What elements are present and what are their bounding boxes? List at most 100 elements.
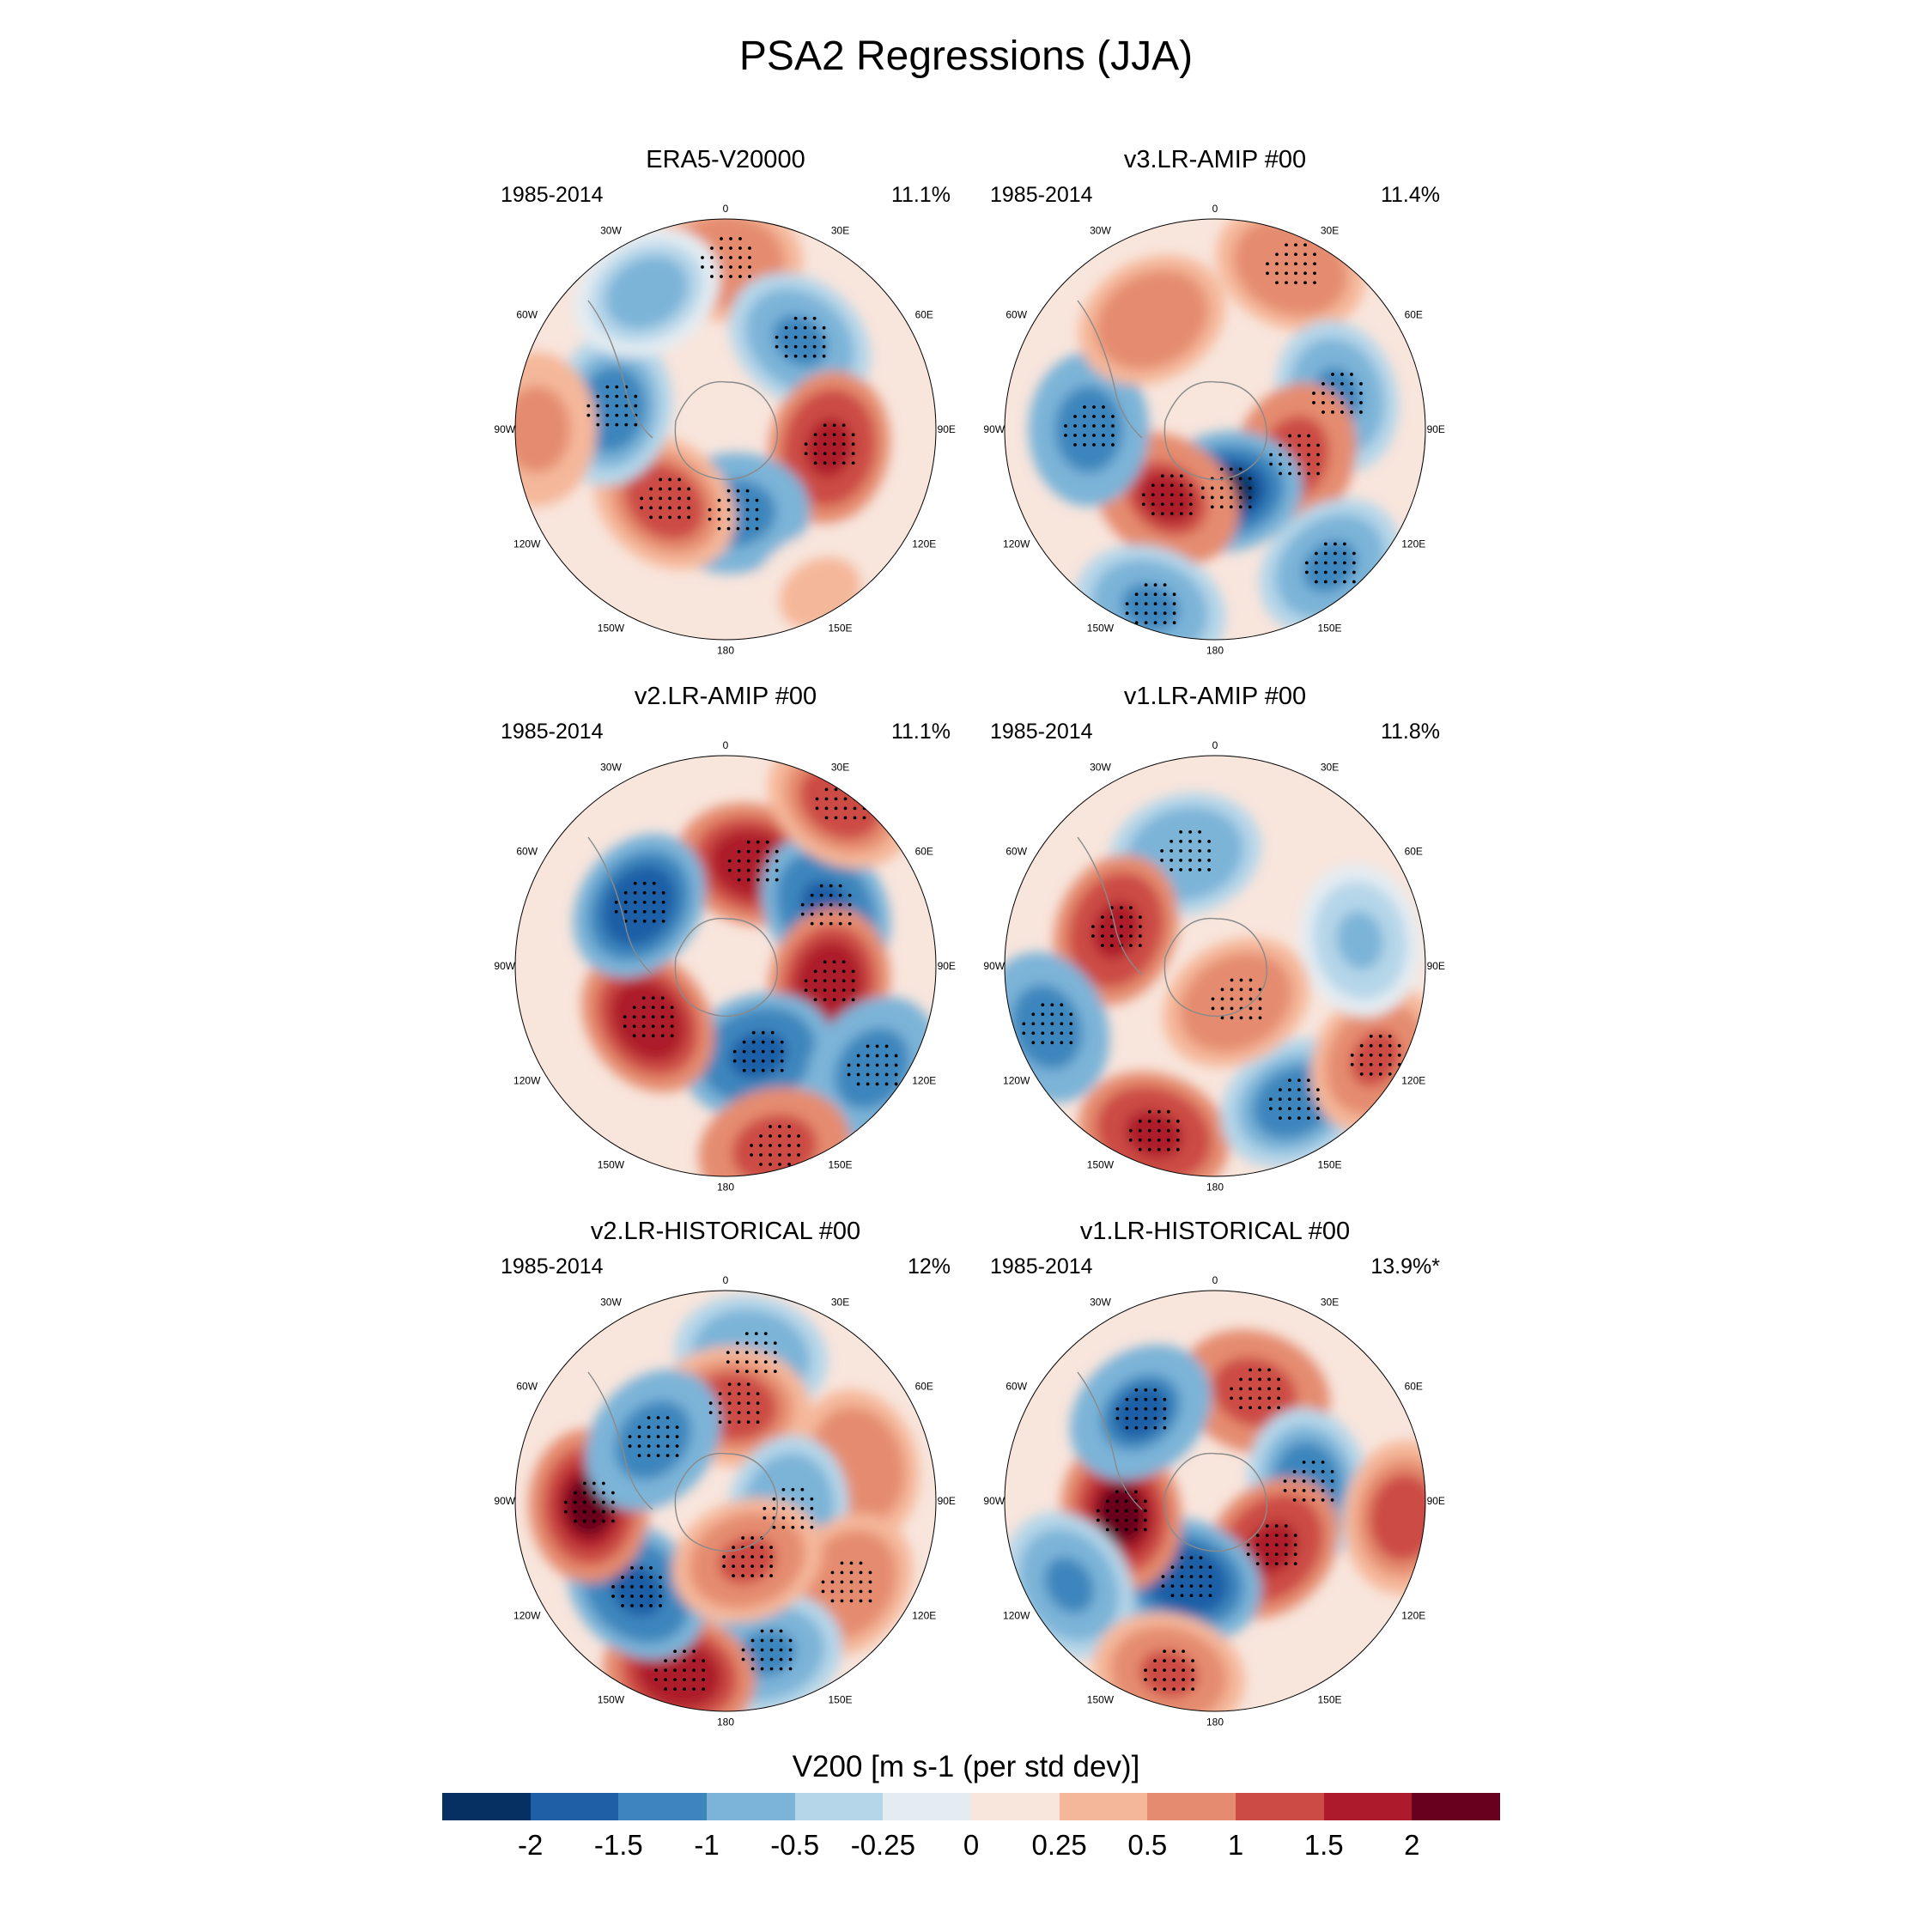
significance-dot [1134, 592, 1139, 597]
significance-dot [821, 1589, 825, 1594]
significance-dot [773, 1360, 777, 1364]
significance-dot [1144, 621, 1148, 625]
significance-dot [573, 1510, 577, 1514]
significance-dot [1144, 1388, 1148, 1392]
longitude-label: 150W [598, 1693, 625, 1705]
significance-dot [1340, 410, 1344, 414]
significance-dot [840, 1599, 844, 1603]
significance-dot [701, 265, 704, 269]
significance-dot [1312, 392, 1315, 395]
significance-dot [1311, 1498, 1315, 1502]
significance-dot [1189, 1575, 1194, 1578]
anomaly-contour [805, 954, 853, 1014]
significance-dot [675, 1425, 679, 1430]
significance-dot [1179, 848, 1183, 853]
significance-dot [812, 325, 817, 330]
significance-dot [675, 1454, 679, 1458]
significance-dot [1321, 1469, 1325, 1473]
significance-dot [738, 246, 742, 250]
significance-dot [778, 1125, 781, 1128]
significance-dot [1125, 1397, 1129, 1401]
significance-dot [702, 1687, 706, 1692]
significance-dot [848, 893, 852, 897]
anomaly-contour [1023, 998, 1072, 1056]
significance-dot [742, 1068, 746, 1072]
significance-dot [843, 816, 848, 820]
significance-dot [838, 921, 842, 926]
significance-dot [1239, 987, 1243, 992]
significance-dot [592, 1491, 596, 1495]
significance-dot [649, 496, 653, 501]
significance-dot [1255, 1534, 1260, 1538]
longitude-label: 60E [915, 1380, 933, 1392]
longitude-label: 60W [516, 1380, 538, 1392]
significance-dot [1100, 944, 1104, 948]
significance-dot [763, 1332, 768, 1336]
significance-dot [813, 461, 817, 465]
significance-dot [563, 1500, 568, 1504]
significance-dot [651, 1015, 655, 1019]
significance-dot [1200, 495, 1205, 500]
significance-dot [1314, 561, 1318, 565]
significance-dot [1294, 281, 1297, 285]
significance-dot [1249, 997, 1253, 1001]
significance-dot [668, 506, 672, 510]
significance-dot [1249, 1016, 1253, 1020]
significance-dot [1170, 867, 1174, 872]
significance-dot [1297, 1107, 1301, 1111]
significance-dot [856, 1082, 860, 1086]
significance-dot [1031, 1012, 1036, 1017]
significance-dot [772, 1497, 776, 1501]
significance-dot [726, 498, 731, 502]
significance-dot [760, 1564, 764, 1568]
significance-dot [1144, 1678, 1148, 1682]
significance-dot [841, 979, 846, 983]
significance-dot [1060, 1003, 1064, 1007]
significance-dot [1083, 405, 1086, 409]
significance-dot [1111, 443, 1115, 447]
significance-dot [710, 275, 714, 278]
significance-dot [1321, 1479, 1325, 1483]
significance-dot [668, 515, 672, 519]
significance-dot [765, 868, 769, 872]
significance-dot [668, 496, 672, 501]
significance-dot [717, 517, 721, 521]
significance-dot [1172, 621, 1176, 625]
significance-dot [1180, 1556, 1184, 1559]
significance-dot [843, 806, 848, 811]
significance-dot [1323, 561, 1327, 565]
significance-dot [1220, 987, 1224, 992]
significance-dot [1157, 1109, 1161, 1114]
significance-dot [756, 878, 760, 882]
significance-dot [1294, 252, 1297, 257]
significance-dot [738, 237, 742, 240]
significance-dot [1211, 1006, 1215, 1011]
significance-dot [830, 1571, 835, 1575]
significance-dot [1207, 858, 1212, 862]
significance-dot [1176, 1147, 1180, 1151]
significance-dot [1147, 1147, 1151, 1151]
significance-dot [763, 1370, 768, 1374]
significance-dot [735, 1360, 739, 1364]
significance-dot [769, 1574, 774, 1577]
significance-dot [637, 1435, 641, 1439]
significance-dot [1297, 1116, 1301, 1121]
significance-dot [1109, 925, 1114, 929]
longitude-label: 90W [494, 423, 515, 435]
significance-dot [601, 1491, 605, 1495]
significance-dot [862, 787, 866, 792]
significance-dot [1153, 1425, 1157, 1430]
significance-dot [813, 988, 817, 993]
significance-dot [1163, 1668, 1167, 1673]
significance-dot [1147, 1119, 1151, 1123]
significance-dot [640, 1576, 643, 1579]
longitude-label: 30E [831, 1297, 849, 1309]
significance-dot [804, 452, 808, 456]
significance-dot [741, 1555, 745, 1558]
significance-dot [1170, 474, 1174, 478]
significance-dot [746, 1420, 750, 1425]
significance-dot [830, 1599, 835, 1603]
significance-dot [708, 517, 712, 521]
significance-dot [1138, 1138, 1142, 1142]
significance-dot [1277, 1387, 1280, 1391]
